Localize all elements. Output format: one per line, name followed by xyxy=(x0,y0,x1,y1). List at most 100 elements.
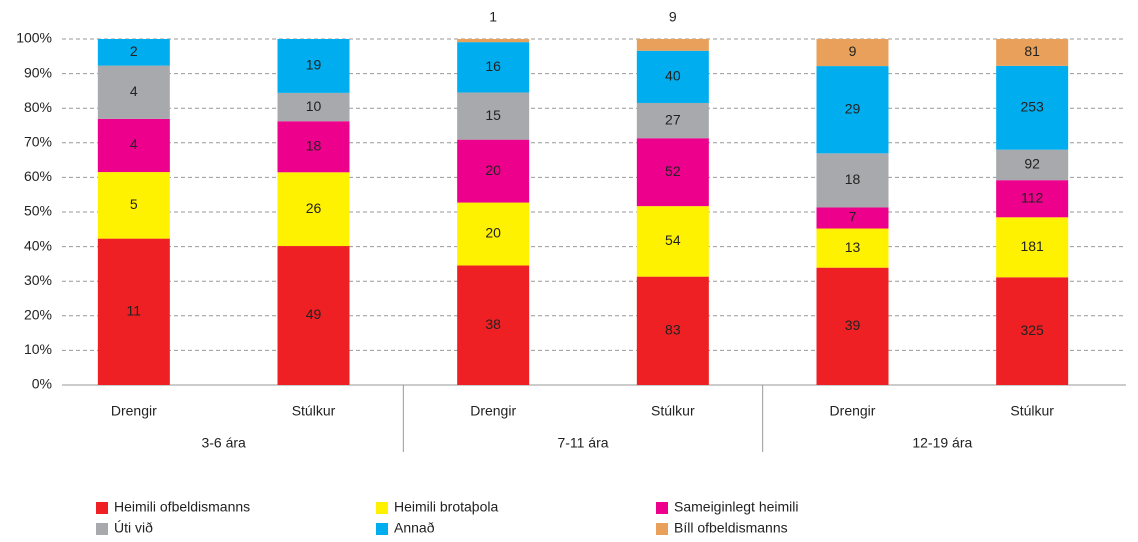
bar-segment xyxy=(816,39,889,67)
bar-segment xyxy=(636,276,709,385)
data-label: 9 xyxy=(849,43,857,59)
bar-segment xyxy=(97,118,170,173)
bar-segment xyxy=(457,42,530,93)
bar-segment xyxy=(636,206,709,277)
data-label: 83 xyxy=(665,322,681,338)
group-label: 12-19 ára xyxy=(912,435,972,451)
data-label: 18 xyxy=(306,137,322,153)
bar-segment xyxy=(996,149,1069,181)
bar-segment xyxy=(97,238,170,385)
bar-segment xyxy=(816,153,889,208)
data-label: 19 xyxy=(306,57,322,73)
legend-label: Heimili brotaþola xyxy=(394,499,498,515)
bar-segment xyxy=(457,202,530,266)
bar-segment xyxy=(816,207,889,229)
data-label: 49 xyxy=(306,306,322,322)
data-label: 4 xyxy=(130,83,138,99)
x-tick-label: Drengir xyxy=(830,403,876,419)
data-label: 5 xyxy=(130,196,138,212)
bar-segment xyxy=(816,66,889,154)
y-tick-label: 20% xyxy=(24,307,52,323)
bar-segment xyxy=(457,265,530,385)
data-label: 38 xyxy=(485,316,501,332)
bar-segment xyxy=(277,172,350,247)
y-tick-label: 50% xyxy=(24,203,52,219)
y-tick-label: 10% xyxy=(24,341,52,357)
y-tick-label: 70% xyxy=(24,134,52,150)
data-label: 9 xyxy=(669,9,677,25)
legend-swatch xyxy=(376,523,388,535)
y-tick-label: 80% xyxy=(24,99,52,115)
data-label: 181 xyxy=(1020,238,1044,254)
data-label: 29 xyxy=(845,100,861,116)
data-label: 16 xyxy=(485,58,501,74)
data-label: 10 xyxy=(306,98,322,114)
group-label: 7-11 ára xyxy=(557,435,608,451)
legend-swatch xyxy=(376,502,388,514)
data-label: 325 xyxy=(1020,322,1044,338)
data-label: 54 xyxy=(665,232,681,248)
data-label: 1 xyxy=(489,9,497,25)
bar-segment xyxy=(277,39,350,93)
bar-segment xyxy=(457,92,530,140)
legend-swatch xyxy=(96,523,108,535)
bar-segment xyxy=(996,217,1069,278)
bar-segment xyxy=(816,228,889,268)
bar-segment xyxy=(996,65,1069,150)
group-label: 3-6 ára xyxy=(201,435,246,451)
x-tick-label: Drengir xyxy=(470,403,516,419)
legend-label: Bíll ofbeldismanns xyxy=(674,520,788,536)
y-tick-label: 100% xyxy=(16,30,52,46)
data-label: 40 xyxy=(665,68,681,84)
data-label: 81 xyxy=(1024,43,1040,59)
data-label: 11 xyxy=(127,303,142,319)
x-tick-label: Drengir xyxy=(111,403,157,419)
data-label: 2 xyxy=(130,43,138,59)
legend-label: Sameiginlegt heimili xyxy=(674,499,799,515)
y-tick-label: 90% xyxy=(24,64,52,80)
legend-label: Heimili ofbeldismanns xyxy=(114,499,250,515)
bar-segment xyxy=(97,172,170,239)
bar-segment xyxy=(277,121,350,173)
bar-segment xyxy=(636,138,709,207)
data-label: 18 xyxy=(845,171,861,187)
legend-swatch xyxy=(656,502,668,514)
data-label: 20 xyxy=(485,162,501,178)
data-label: 112 xyxy=(1021,189,1044,205)
bar-segment xyxy=(996,277,1069,385)
data-label: 253 xyxy=(1020,98,1044,114)
x-tick-label: Stúlkur xyxy=(1010,403,1054,419)
y-tick-label: 60% xyxy=(24,168,52,184)
bar-segment xyxy=(457,139,530,203)
data-label: 26 xyxy=(306,200,322,216)
bar-segment xyxy=(996,39,1069,66)
bar-segment xyxy=(457,39,530,43)
data-label: 52 xyxy=(665,163,681,179)
bar-segment xyxy=(97,65,170,119)
data-label: 92 xyxy=(1024,156,1040,172)
x-tick-label: Stúlkur xyxy=(651,403,695,419)
bar-segment xyxy=(816,267,889,385)
legend-label: Úti við xyxy=(114,520,153,536)
y-tick-label: 0% xyxy=(32,376,52,392)
bar-segment xyxy=(277,246,350,385)
data-label: 20 xyxy=(485,225,501,241)
legend-swatch xyxy=(96,502,108,514)
data-label: 7 xyxy=(849,209,857,225)
y-tick-label: 30% xyxy=(24,272,52,288)
bar-segment xyxy=(636,50,709,103)
legend-label: Annað xyxy=(394,520,435,536)
legend-swatch xyxy=(656,523,668,535)
bar-segment xyxy=(636,102,709,139)
bar-segment xyxy=(636,39,709,51)
x-tick-label: Stúlkur xyxy=(292,403,336,419)
bar-segment xyxy=(97,39,170,66)
data-label: 13 xyxy=(845,239,861,255)
bar-segment xyxy=(277,92,350,122)
data-label: 4 xyxy=(130,136,138,152)
data-label: 15 xyxy=(485,107,501,123)
data-label: 39 xyxy=(845,317,861,333)
y-tick-label: 40% xyxy=(24,237,52,253)
data-label: 27 xyxy=(665,111,681,127)
